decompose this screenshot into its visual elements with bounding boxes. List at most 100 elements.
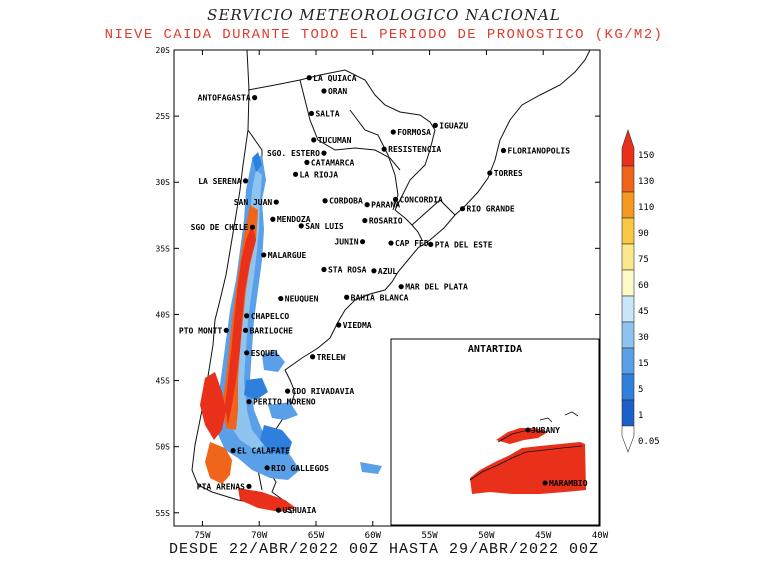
- inset-snowfall: [470, 442, 586, 494]
- city-label: VIEDMA: [343, 321, 372, 330]
- city-label: TUCUMAN: [318, 136, 352, 145]
- city-label: BAHIA BLANCA: [351, 293, 409, 302]
- city-marker: [246, 483, 252, 489]
- marambio-marker: [542, 480, 548, 486]
- city-marker: [223, 327, 229, 333]
- city-marker: [336, 322, 342, 328]
- city-label: ANTOFAGASTA: [198, 94, 251, 103]
- lat-tick-label: 20S: [156, 46, 171, 55]
- legend-swatch: [621, 165, 635, 193]
- legend-swatch: [621, 217, 635, 245]
- city-label: CDO RIVADAVIA: [292, 387, 355, 396]
- lon-tick-label: 45W: [535, 531, 552, 541]
- agency-title: SERVICIO METEOROLOGICO NACIONAL: [207, 6, 561, 24]
- inset-coastline: [469, 411, 583, 481]
- city-label: CAP FED: [395, 239, 429, 248]
- legend-swatch: [621, 425, 635, 453]
- legend-swatch: [621, 321, 635, 349]
- inset-frame: [390, 338, 600, 526]
- city-label: PTA ARENAS: [197, 482, 245, 491]
- city-marker: [261, 252, 267, 258]
- legend-label: 30: [638, 333, 649, 343]
- city-label: STA ROSA: [328, 265, 367, 274]
- legend-label: 130: [638, 177, 654, 187]
- lon-tick-label: 75W: [194, 531, 211, 541]
- lat-tick-label: 30S: [156, 178, 171, 187]
- city-marker: [459, 206, 466, 212]
- city-label: SAN JUAN: [234, 198, 273, 207]
- lon-tick-label: 50W: [478, 531, 495, 541]
- city-label: RIO GALLEGOS: [271, 464, 329, 473]
- city-marker: [244, 350, 250, 356]
- city-label: LA SERENA: [198, 177, 242, 186]
- legend-label: 150: [638, 151, 654, 161]
- city-label: ORAN: [328, 87, 347, 96]
- lon-tick-label: 40W: [592, 531, 609, 541]
- city-marker: [381, 146, 387, 152]
- city-label: TRELEW: [317, 353, 346, 362]
- city-marker: [428, 241, 434, 247]
- city-marker: [321, 88, 327, 94]
- city-label: PERITO MORENO: [253, 398, 316, 407]
- city-marker: [270, 216, 276, 222]
- city-label: SGO. ESTERO: [267, 149, 320, 158]
- lon-tick-label: 70W: [251, 531, 268, 541]
- marambio-label: MARAMBIO: [549, 479, 588, 488]
- city-marker: [390, 129, 396, 135]
- legend-swatch: [621, 373, 635, 401]
- legend-swatch: [621, 399, 635, 427]
- city-label: EL CALAFATE: [237, 447, 290, 456]
- city-label: CONCORDIA: [400, 195, 444, 204]
- city-label: IGUAZU: [439, 121, 468, 130]
- city-label: CORDOBA: [329, 197, 363, 206]
- city-marker: [500, 147, 507, 154]
- city-marker: [246, 399, 252, 405]
- lat-tick-label: 25S: [156, 112, 171, 121]
- city-label: MALARGUE: [268, 251, 307, 260]
- snowfall-field: [200, 152, 382, 512]
- city-label: AZUL: [378, 267, 397, 276]
- legend-label: 0.05: [638, 437, 660, 447]
- city-marker: [311, 137, 317, 143]
- city-label: SALTA: [315, 109, 339, 118]
- city-label: MAR DEL PLATA: [405, 283, 468, 292]
- legend-swatch: [621, 347, 635, 375]
- legend-label: 15: [638, 359, 649, 369]
- lat-tick-label: 45S: [156, 377, 171, 386]
- legend-label: 90: [638, 229, 649, 239]
- lon-tick-label: 65W: [308, 531, 325, 541]
- city-marker: [308, 110, 315, 117]
- city-marker: [298, 223, 304, 229]
- product-title: NIEVE CAIDA DURANTE TODO EL PERIODO DE P…: [104, 27, 664, 43]
- legend-label: 1: [638, 411, 643, 421]
- city-marker: [306, 75, 312, 81]
- city-label: TORRES: [494, 169, 523, 178]
- legend-swatch: [621, 243, 635, 271]
- city-marker: [242, 178, 249, 184]
- jubany-label: JUBANY: [531, 426, 560, 435]
- city-label: CATAMARCA: [311, 158, 355, 167]
- city-label: NEUQUEN: [285, 295, 319, 304]
- city-marker: [304, 159, 310, 165]
- city-marker: [432, 122, 438, 128]
- lon-tick-label: 55W: [421, 531, 438, 541]
- lat-tick-label: 40S: [156, 310, 171, 319]
- city-label: PTA DEL ESTE: [435, 240, 493, 249]
- city-label: SAN LUIS: [305, 222, 344, 231]
- lat-tick-label: 35S: [156, 244, 171, 253]
- legend-label: 45: [638, 307, 649, 317]
- city-marker: [371, 268, 377, 274]
- city-marker: [398, 284, 404, 290]
- city-label: RESISTENCIA: [388, 145, 441, 154]
- city-marker: [392, 196, 399, 203]
- city-label: JUNIN: [334, 238, 358, 247]
- city-marker: [242, 327, 249, 333]
- city-label: LA RIOJA: [300, 170, 339, 179]
- city-label: LA QUIACA: [313, 74, 357, 83]
- lat-tick-label: 50S: [156, 443, 171, 452]
- city-marker: [264, 465, 270, 471]
- city-marker: [364, 202, 370, 208]
- city-label: RIO GRANDE: [467, 205, 515, 214]
- inset-title: ANTARTIDA: [468, 344, 522, 355]
- city-label: FORMOSA: [397, 128, 431, 137]
